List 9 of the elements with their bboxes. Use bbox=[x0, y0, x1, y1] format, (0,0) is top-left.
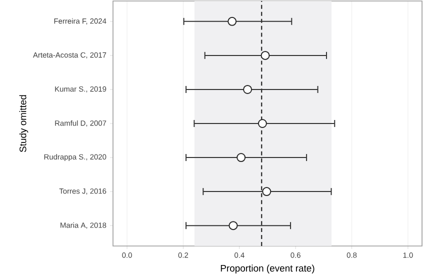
point bbox=[243, 84, 252, 94]
point bbox=[262, 187, 272, 196]
point bbox=[260, 50, 270, 60]
y-axis-title: Study omitted bbox=[19, 95, 28, 152]
point bbox=[228, 16, 237, 26]
point bbox=[236, 153, 246, 162]
point bbox=[258, 119, 267, 128]
x-axis-title: Proportion (event rate) bbox=[220, 264, 314, 274]
point bbox=[228, 221, 238, 230]
